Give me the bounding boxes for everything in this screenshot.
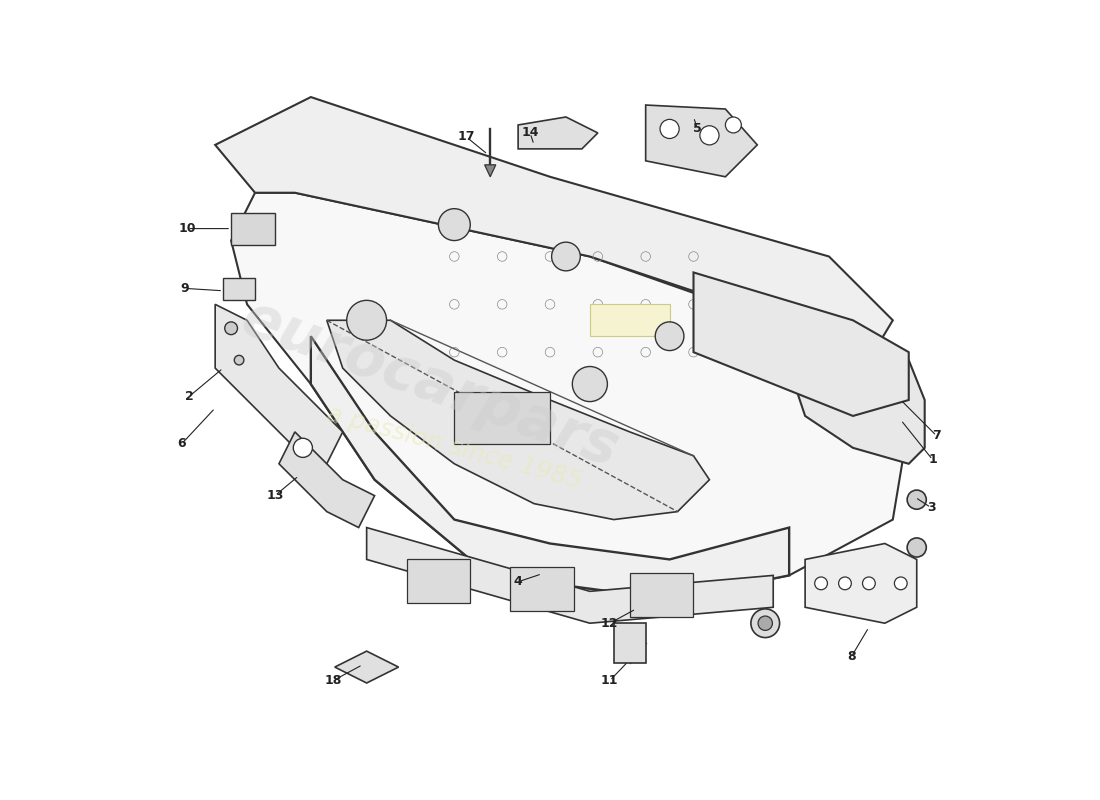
Circle shape bbox=[572, 366, 607, 402]
Circle shape bbox=[656, 322, 684, 350]
Circle shape bbox=[815, 577, 827, 590]
Polygon shape bbox=[216, 97, 893, 360]
Circle shape bbox=[439, 209, 471, 241]
Polygon shape bbox=[279, 432, 375, 527]
Circle shape bbox=[551, 242, 581, 271]
Circle shape bbox=[239, 227, 250, 238]
Circle shape bbox=[253, 215, 265, 226]
Text: 3: 3 bbox=[927, 501, 935, 514]
Polygon shape bbox=[231, 193, 909, 599]
Circle shape bbox=[638, 595, 650, 606]
Circle shape bbox=[560, 132, 572, 145]
Circle shape bbox=[908, 538, 926, 557]
Text: 13: 13 bbox=[266, 489, 284, 502]
FancyBboxPatch shape bbox=[454, 392, 550, 444]
Polygon shape bbox=[646, 105, 757, 177]
Circle shape bbox=[862, 577, 876, 590]
Polygon shape bbox=[518, 117, 597, 149]
Circle shape bbox=[346, 300, 386, 340]
Text: 17: 17 bbox=[458, 130, 475, 143]
Polygon shape bbox=[805, 543, 916, 623]
Circle shape bbox=[239, 215, 250, 226]
Polygon shape bbox=[693, 273, 909, 416]
Text: 5: 5 bbox=[693, 122, 702, 135]
Text: 9: 9 bbox=[180, 282, 189, 295]
Circle shape bbox=[294, 438, 312, 458]
Text: 7: 7 bbox=[933, 430, 940, 442]
Circle shape bbox=[234, 355, 244, 365]
FancyBboxPatch shape bbox=[510, 567, 574, 611]
Text: 8: 8 bbox=[847, 650, 856, 663]
Circle shape bbox=[632, 589, 656, 613]
Text: 2: 2 bbox=[185, 390, 194, 402]
Polygon shape bbox=[327, 320, 710, 519]
Text: eurocarpars: eurocarpars bbox=[234, 290, 627, 478]
Text: 10: 10 bbox=[178, 222, 196, 235]
Polygon shape bbox=[614, 623, 646, 663]
FancyBboxPatch shape bbox=[629, 573, 693, 617]
Circle shape bbox=[224, 322, 238, 334]
Text: 11: 11 bbox=[601, 674, 618, 687]
Circle shape bbox=[535, 127, 550, 143]
Circle shape bbox=[758, 616, 772, 630]
Text: a passion since 1985: a passion since 1985 bbox=[324, 402, 584, 494]
Circle shape bbox=[894, 577, 908, 590]
Text: 4: 4 bbox=[514, 575, 522, 588]
Circle shape bbox=[725, 117, 741, 133]
Polygon shape bbox=[311, 336, 789, 599]
Circle shape bbox=[751, 609, 780, 638]
Polygon shape bbox=[334, 651, 398, 683]
Text: 1: 1 bbox=[928, 454, 937, 466]
Polygon shape bbox=[366, 527, 773, 623]
Polygon shape bbox=[789, 320, 925, 464]
Text: 18: 18 bbox=[324, 674, 342, 687]
Text: 12: 12 bbox=[601, 617, 618, 630]
Circle shape bbox=[253, 227, 265, 238]
FancyBboxPatch shape bbox=[590, 304, 670, 336]
FancyBboxPatch shape bbox=[223, 278, 255, 300]
Polygon shape bbox=[216, 304, 343, 464]
Polygon shape bbox=[485, 165, 496, 177]
Text: 14: 14 bbox=[521, 126, 539, 139]
Circle shape bbox=[838, 577, 851, 590]
Text: 6: 6 bbox=[177, 438, 186, 450]
Circle shape bbox=[660, 119, 679, 138]
Circle shape bbox=[700, 126, 719, 145]
FancyBboxPatch shape bbox=[407, 559, 471, 603]
FancyBboxPatch shape bbox=[231, 213, 275, 245]
Circle shape bbox=[908, 490, 926, 510]
